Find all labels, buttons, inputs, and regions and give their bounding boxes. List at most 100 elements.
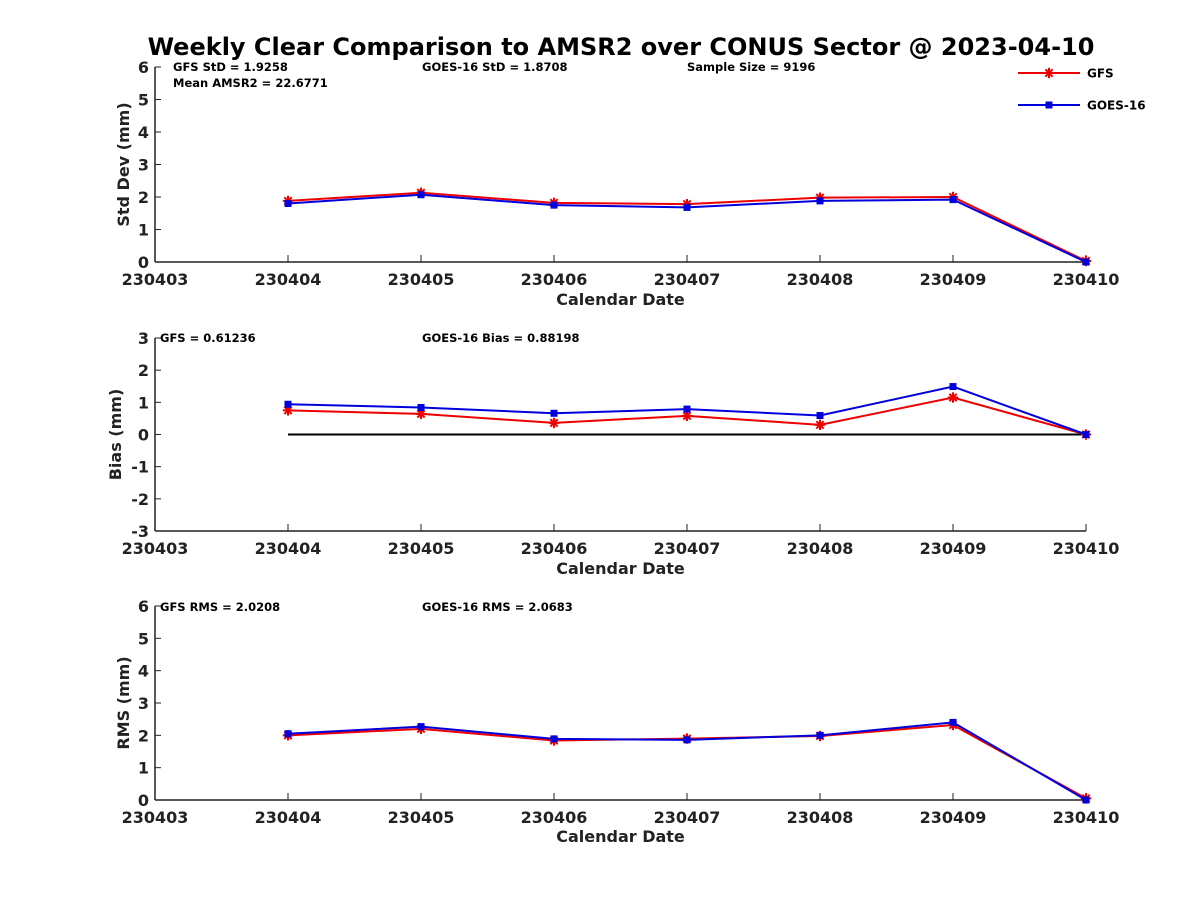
annotation: GFS StD = 1.9258 <box>173 60 288 74</box>
y-tick-label: -2 <box>131 490 149 509</box>
goes16-marker <box>816 731 824 739</box>
y-tick-label: 5 <box>138 91 149 110</box>
legend-label: GOES-16 <box>1087 99 1146 113</box>
x-tick-label: 230410 <box>1053 270 1120 289</box>
y-tick-label: 2 <box>138 188 149 207</box>
x-tick-label: 230409 <box>920 539 987 558</box>
legend-label: GFS <box>1087 67 1114 81</box>
y-tick-label: 1 <box>138 393 149 412</box>
x-tick-label: 230403 <box>122 808 189 827</box>
y-tick-label: 3 <box>138 156 149 175</box>
y-tick-label: 4 <box>138 123 149 142</box>
y-tick-label: -1 <box>131 458 149 477</box>
goes16-series <box>284 383 1090 438</box>
annotation: GFS RMS = 2.0208 <box>160 600 280 614</box>
goes16-marker <box>550 201 558 209</box>
y-tick-label: 3 <box>138 329 149 348</box>
x-tick-label: 230405 <box>388 539 455 558</box>
y-tick-label: 6 <box>138 597 149 616</box>
x-tick-label: 230408 <box>787 539 854 558</box>
x-tick-label: 230406 <box>521 270 588 289</box>
goes16-marker <box>683 203 691 211</box>
goes16-marker <box>1082 431 1090 438</box>
y-tick-label: 0 <box>138 426 149 445</box>
annotation: Sample Size = 9196 <box>687 60 815 74</box>
goes16-marker <box>417 403 425 411</box>
y-axis-label: RMS (mm) <box>114 656 133 749</box>
goes16-marker <box>683 736 691 744</box>
x-tick-label: 230406 <box>521 539 588 558</box>
x-axis-label: Calendar Date <box>556 827 685 846</box>
goes16-marker <box>284 200 292 207</box>
legend-marker <box>1045 101 1053 109</box>
chart-title: Weekly Clear Comparison to AMSR2 over CO… <box>148 33 1095 61</box>
chart-panel-1: 0 1 2 3 4 5 6 230403 230404 230405 230406 230407 230… <box>114 58 1119 309</box>
chart-panel-2: -3 -2 -1 0 1 2 3 230403 230404 230405 230406 230407… <box>106 329 1119 578</box>
goes16-marker <box>1082 258 1090 266</box>
y-tick-label: 2 <box>138 726 149 745</box>
y-tick-label: 1 <box>138 221 149 240</box>
annotation: Mean AMSR2 = 22.6771 <box>173 76 328 90</box>
x-axis-label: Calendar Date <box>556 290 685 309</box>
goes16-marker <box>1082 796 1090 804</box>
goes16-marker <box>417 191 425 199</box>
x-tick-label: 230408 <box>787 808 854 827</box>
goes16-marker <box>284 730 292 738</box>
goes16-marker <box>550 735 558 743</box>
annotation: GOES-16 StD = 1.8708 <box>422 60 567 74</box>
y-tick-label: 6 <box>138 58 149 77</box>
legend-marker <box>1043 67 1055 79</box>
gfs-series <box>282 392 1092 440</box>
annotation: GOES-16 RMS = 2.0683 <box>422 600 573 614</box>
goes16-series <box>284 718 1090 804</box>
gfs-marker <box>814 419 826 431</box>
goes16-marker <box>816 197 824 205</box>
x-tick-label: 230409 <box>920 270 987 289</box>
legend-item-gfs: GFS <box>1018 67 1114 81</box>
y-axis-label: Std Dev (mm) <box>114 102 133 226</box>
x-tick-label: 230407 <box>654 270 721 289</box>
x-tick-label: 230404 <box>255 539 322 558</box>
goes16-marker <box>949 718 957 726</box>
x-tick-label: 230405 <box>388 808 455 827</box>
goes16-series <box>284 191 1090 266</box>
annotation: GFS = 0.61236 <box>160 331 256 345</box>
goes16-marker <box>949 383 957 391</box>
x-axis-label: Calendar Date <box>556 559 685 578</box>
goes16-marker <box>816 412 824 420</box>
goes16-marker <box>550 409 558 417</box>
x-tick-label: 230409 <box>920 808 987 827</box>
x-tick-label: 230403 <box>122 539 189 558</box>
y-tick-label: -3 <box>131 522 149 541</box>
gfs-marker <box>548 417 560 429</box>
legend-item-goes16: GOES-16 <box>1018 99 1146 113</box>
y-tick-label: 0 <box>138 253 149 272</box>
x-tick-label: 230404 <box>255 270 322 289</box>
y-tick-label: 2 <box>138 361 149 380</box>
y-tick-label: 3 <box>138 694 149 713</box>
x-tick-label: 230407 <box>654 539 721 558</box>
goes16-marker <box>417 723 425 731</box>
y-tick-label: 5 <box>138 629 149 648</box>
goes16-marker <box>284 400 292 408</box>
y-tick-label: 4 <box>138 662 149 681</box>
x-tick-label: 230404 <box>255 808 322 827</box>
x-tick-label: 230408 <box>787 270 854 289</box>
y-tick-label: 0 <box>138 791 149 810</box>
y-axis-label: Bias (mm) <box>106 389 125 481</box>
x-tick-label: 230407 <box>654 808 721 827</box>
annotation: GOES-16 Bias = 0.88198 <box>422 331 579 345</box>
x-tick-label: 230405 <box>388 270 455 289</box>
legend: GFS GOES-16 <box>1018 67 1146 113</box>
gfs-series <box>282 187 1092 267</box>
gfs-marker <box>947 392 959 403</box>
y-tick-label: 1 <box>138 759 149 778</box>
x-tick-label: 230410 <box>1053 808 1120 827</box>
goes16-marker <box>683 405 691 413</box>
x-tick-label: 230406 <box>521 808 588 827</box>
x-tick-label: 230403 <box>122 270 189 289</box>
x-tick-label: 230410 <box>1053 539 1120 558</box>
chart-panel-3: 0 1 2 3 4 5 6 230403 230404 230405 230406 230407 230… <box>114 597 1119 846</box>
